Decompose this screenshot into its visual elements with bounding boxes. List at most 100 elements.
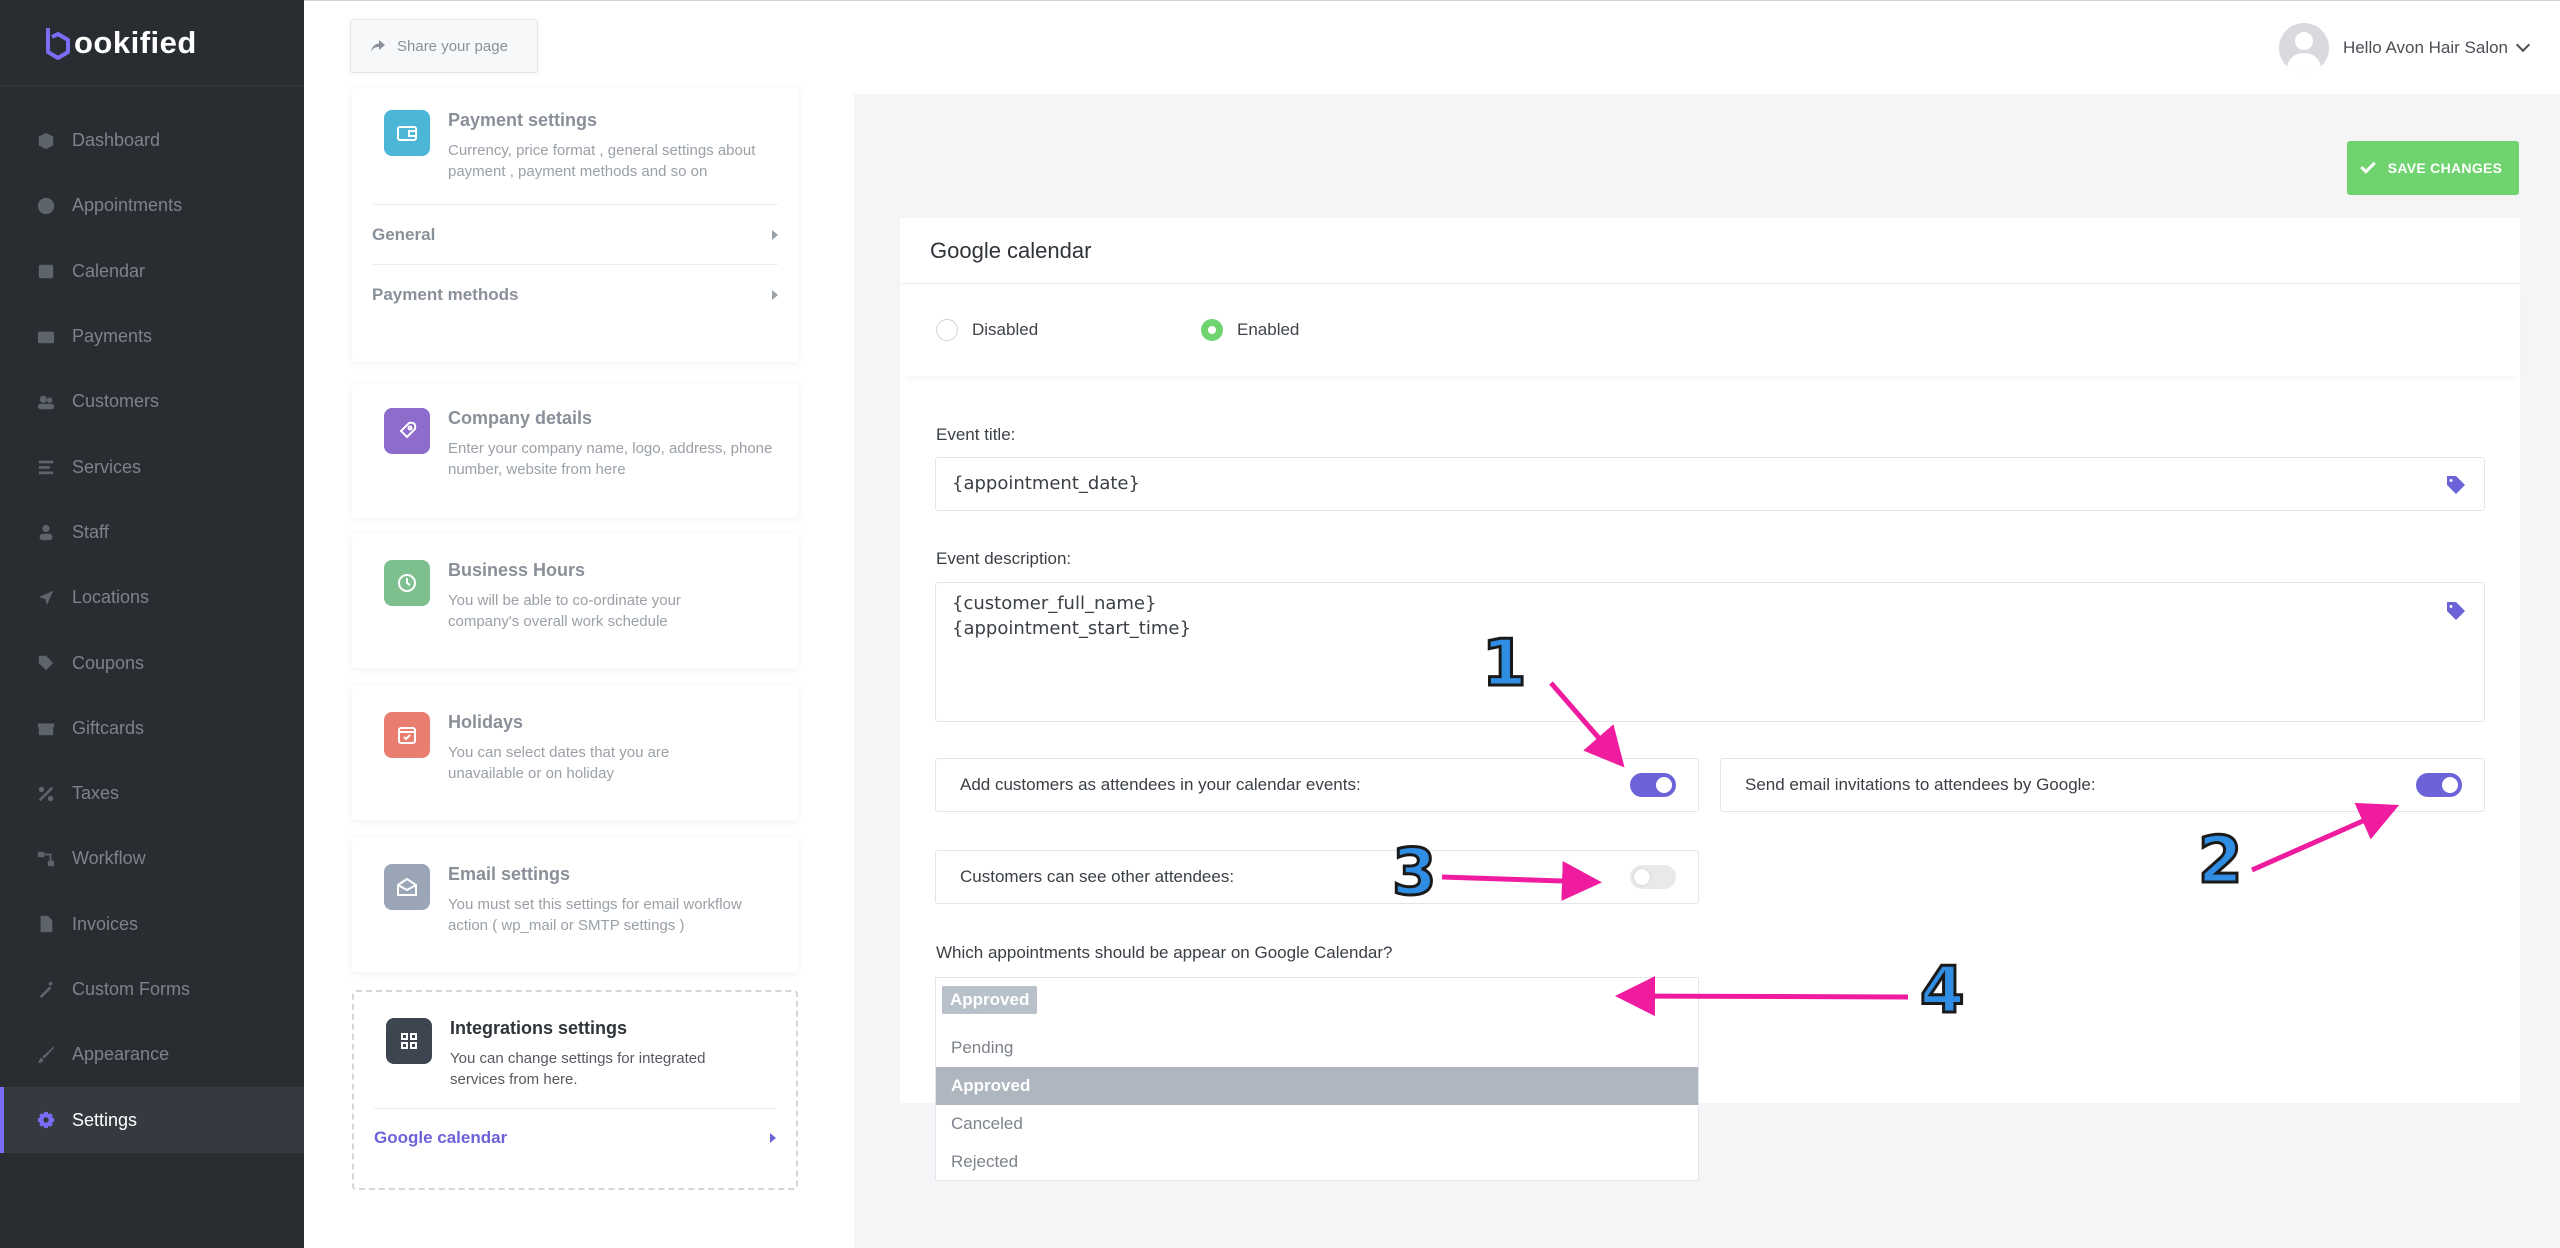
sidebar-item-appearance[interactable]: Appearance [0, 1022, 304, 1087]
save-changes-button[interactable]: SAVE CHANGES [2347, 141, 2519, 195]
sidebar-item-taxes[interactable]: Taxes [0, 761, 304, 826]
tag-icon[interactable] [2446, 601, 2466, 621]
status-option-canceled[interactable]: Canceled [951, 1114, 1023, 1133]
card-title: Holidays [448, 712, 524, 732]
gift-icon [36, 718, 56, 738]
see-other-attendees-toggle[interactable] [1630, 865, 1676, 889]
card-description: You can change settings for integrated s… [450, 1050, 706, 1088]
appointment-status-multiselect[interactable]: Approved Pending Approved Canceled Rejec… [935, 977, 1699, 1181]
sidebar-item-services[interactable]: Services [0, 434, 304, 499]
status-option-pending[interactable]: Pending [951, 1038, 1014, 1057]
calendar-icon [36, 261, 56, 281]
tag-icon[interactable] [2446, 475, 2466, 495]
chevron-down-icon [2515, 37, 2531, 53]
sub-item-label: General [372, 224, 436, 244]
share-page-button[interactable]: Share your page [350, 19, 538, 73]
selected-status-chip[interactable]: Approved [942, 986, 1038, 1014]
top-header: Share your page Hello Avon Hair Salon [304, 0, 2560, 94]
card-description: You must set this settings for email wor… [448, 896, 742, 934]
status-option-approved[interactable]: Approved [936, 1067, 1698, 1105]
workflow-icon [36, 849, 56, 869]
business-hours-card[interactable]: Business Hours You will be able to co-or… [352, 534, 798, 668]
logo-text: ookified [74, 24, 197, 60]
sidebar-item-label: Invoices [72, 913, 139, 934]
caret-right-icon [772, 229, 778, 240]
sidebar-item-workflow[interactable]: Workflow [0, 826, 304, 891]
company-details-card[interactable]: Company details Enter your company name,… [352, 384, 798, 518]
email-settings-card[interactable]: Email settings You must set this setting… [352, 838, 798, 972]
holidays-card[interactable]: Holidays You can select dates that you a… [352, 686, 798, 820]
event-description-label: Event description: [936, 549, 1072, 568]
card-description: Currency, price format , general setting… [448, 142, 756, 180]
sub-item-payment-methods[interactable]: Payment methods [372, 264, 778, 324]
sidebar-item-settings[interactable]: Settings [0, 1087, 304, 1153]
event-description-line: {customer_full_name} [952, 593, 1157, 614]
location-arrow-icon [36, 588, 56, 608]
sidebar-item-label: Services [72, 456, 142, 477]
integrations-settings-card[interactable]: Integrations settings You can change set… [352, 990, 798, 1190]
radio-disabled[interactable]: Disabled [936, 319, 1201, 341]
users-icon [36, 392, 56, 412]
event-description-textarea[interactable]: {customer_full_name} {appointment_start_… [935, 582, 2485, 722]
see-attendees-toggle-row: Customers can see other attendees: [935, 850, 1699, 904]
sidebar-item-payments[interactable]: Payments [0, 304, 304, 369]
send-invitations-toggle[interactable] [2416, 773, 2462, 797]
sidebar-item-giftcards[interactable]: Giftcards [0, 696, 304, 761]
sidebar-item-label: Workflow [72, 848, 146, 869]
wallet-icon [384, 110, 430, 156]
sidebar-item-appointments[interactable]: Appointments [0, 173, 304, 238]
sidebar-item-customers[interactable]: Customers [0, 369, 304, 434]
logo[interactable]: ookified [0, 0, 304, 86]
event-description-line: {appointment_start_time} [952, 618, 1191, 639]
sidebar-item-custom-forms[interactable]: Custom Forms [0, 957, 304, 1022]
card-title: Payment settings [448, 110, 598, 130]
add-attendees-toggle[interactable] [1630, 773, 1676, 797]
caret-right-icon [770, 1132, 776, 1143]
sidebar: ookified Dashboard Appointments Calendar… [0, 0, 304, 1248]
sidebar-item-calendar[interactable]: Calendar [0, 239, 304, 304]
cube-icon [36, 131, 56, 151]
share-page-label: Share your page [397, 37, 508, 55]
card-description: You can select dates that you are unavai… [448, 744, 670, 782]
annotation-number-3: 3 [1391, 835, 1439, 912]
card-title: Email settings [448, 864, 571, 884]
share-icon [371, 40, 385, 52]
sidebar-item-label: Taxes [72, 783, 120, 804]
event-title-label: Event title: [936, 425, 1016, 444]
sidebar-item-dashboard[interactable]: Dashboard [0, 108, 304, 173]
sidebar-item-coupons[interactable]: Coupons [0, 630, 304, 695]
gear-icon [36, 1110, 56, 1130]
sidebar-item-label: Custom Forms [72, 979, 191, 999]
booknetic-logo-icon [46, 27, 70, 60]
sidebar-item-staff[interactable]: Staff [0, 500, 304, 565]
caret-right-icon [772, 289, 778, 300]
status-option-rejected[interactable]: Rejected [951, 1152, 1019, 1171]
radio-enabled[interactable]: Enabled [1201, 319, 1299, 341]
radio-circle [936, 319, 958, 341]
magic-icon [36, 980, 56, 1000]
save-changes-label: SAVE CHANGES [2387, 160, 2503, 176]
card-description: Enter your company name, logo, address, … [448, 440, 773, 478]
sub-item-label: Google calendar [374, 1127, 508, 1147]
sub-item-general[interactable]: General [372, 204, 778, 264]
sub-item-google-calendar[interactable]: Google calendar [374, 1108, 776, 1166]
sidebar-item-locations[interactable]: Locations [0, 565, 304, 630]
sidebar-item-invoices[interactable]: Invoices [0, 892, 304, 957]
file-icon [36, 914, 56, 934]
settings-list: Payment settings Currency, price format … [304, 88, 854, 1248]
status-radio-group: Disabled Enabled [900, 284, 2520, 376]
user-icon [36, 522, 56, 542]
calendar-check-icon [384, 712, 430, 758]
which-appointments-label: Which appointments should be appear on G… [936, 943, 1393, 962]
sidebar-nav: Dashboard Appointments Calendar Payments… [0, 108, 304, 1153]
card-title: Company details [448, 408, 593, 428]
sidebar-item-label: Customers [72, 391, 160, 412]
avatar [2278, 23, 2329, 73]
payment-settings-card[interactable]: Payment settings Currency, price format … [352, 88, 798, 362]
card-title: Business Hours [448, 560, 586, 580]
user-menu[interactable]: Hello Avon Hair Salon [2278, 23, 2531, 73]
check-icon [2359, 158, 2376, 174]
radio-label: Enabled [1237, 320, 1300, 339]
sidebar-item-label: Calendar [72, 260, 146, 281]
event-title-input[interactable]: {appointment_date} [935, 457, 2485, 511]
